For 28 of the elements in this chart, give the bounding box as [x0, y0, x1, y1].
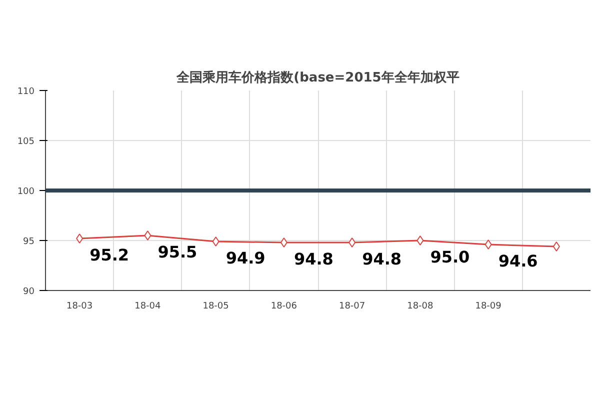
point [416, 236, 424, 246]
x-tick-label: 18-03 [66, 302, 93, 312]
x-tick-label: 18-08 [407, 302, 434, 312]
point [280, 238, 288, 248]
y-tick-label: 95 [23, 237, 34, 247]
data-label: 95.2 [90, 246, 130, 264]
x-tick-label: 18-06 [270, 302, 298, 312]
point [348, 238, 356, 248]
point [144, 230, 152, 240]
data-label: 94.9 [226, 248, 266, 268]
y-tick-label: 110 [17, 87, 35, 97]
point [484, 240, 492, 250]
point [212, 236, 220, 246]
x-tick-label: 18-05 [202, 302, 229, 312]
x-tick-label: 18-07 [338, 302, 366, 312]
data-label: 95.0 [430, 248, 470, 266]
y-tick-label: 105 [17, 137, 35, 147]
x-tick-label: 18-09 [475, 302, 502, 312]
point [76, 234, 84, 244]
data-label: 95.5 [158, 242, 198, 262]
data-label: 94.6 [498, 252, 538, 270]
point [552, 242, 560, 252]
data-label: 94.8 [294, 250, 334, 268]
chart-title: 全国乘用车价格指数(base=2015年全年加权平 [176, 70, 460, 86]
y-tick-label: 90 [23, 287, 35, 297]
x-tick-label: 18-04 [134, 302, 162, 312]
y-tick-label: 100 [17, 187, 35, 197]
data-label: 94.8 [362, 250, 402, 268]
